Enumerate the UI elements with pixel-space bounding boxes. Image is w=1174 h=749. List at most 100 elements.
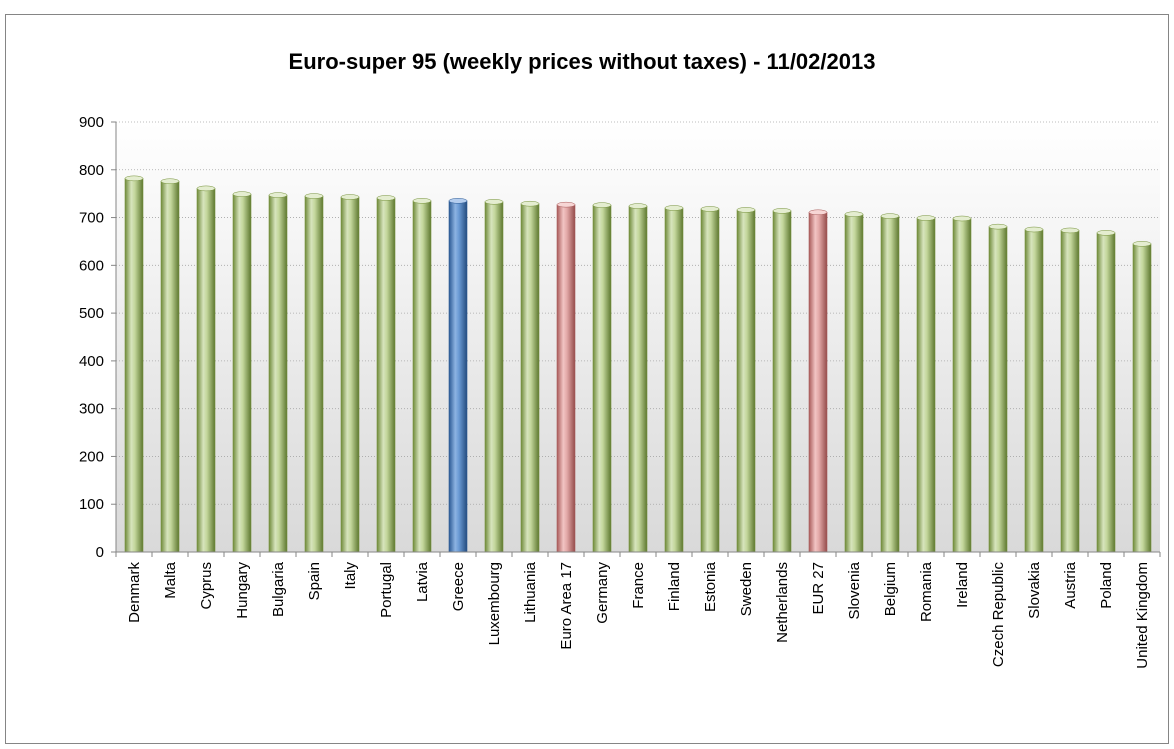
bar-france: [628, 203, 648, 553]
bar: [376, 197, 396, 553]
bar-cap: [1132, 241, 1152, 247]
y-tick-label: 300: [79, 401, 104, 418]
bar: [592, 204, 612, 553]
bar-sweden: [736, 207, 756, 553]
bar: [340, 196, 360, 553]
bar: [844, 213, 864, 553]
bar-cap: [484, 199, 504, 205]
bar-slovakia: [1024, 226, 1044, 553]
x-tick-label: Hungary: [234, 562, 251, 619]
y-tick-label: 200: [79, 448, 104, 465]
x-tick-label: Luxembourg: [486, 562, 503, 645]
x-tick-label: Denmark: [126, 562, 143, 623]
x-tick-label: Slovenia: [846, 561, 863, 619]
x-tick-label: EUR 27: [810, 562, 827, 615]
x-tick-label: Malta: [162, 561, 179, 598]
x-tick-label: Greece: [450, 562, 467, 611]
bar-cap: [196, 185, 216, 192]
bar-cap: [520, 200, 540, 207]
bar-euro-area-17: [556, 201, 576, 553]
bar-cyprus: [196, 185, 216, 553]
x-tick-label: Slovakia: [1026, 561, 1043, 618]
bar-cap: [1060, 227, 1080, 234]
bar: [484, 201, 504, 553]
y-tick-label: 900: [79, 114, 104, 131]
bar-spain: [304, 193, 324, 553]
y-tick-label: 700: [79, 210, 104, 227]
y-tick-label: 500: [79, 305, 104, 322]
y-tick-label: 400: [79, 353, 104, 370]
bars: [124, 175, 1152, 553]
bar-bulgaria: [268, 192, 288, 553]
bar: [664, 207, 684, 553]
y-tick-label: 100: [79, 496, 104, 513]
bar-lithuania: [520, 200, 540, 553]
x-tick-label: Estonia: [702, 561, 719, 612]
bar-luxembourg: [484, 199, 504, 553]
x-tick-label: Finland: [666, 562, 683, 611]
bar: [1096, 232, 1116, 553]
bar-cap: [124, 175, 144, 182]
bar-cap: [988, 223, 1008, 230]
x-tick-label: Belgium: [882, 562, 899, 616]
bar: [736, 209, 756, 553]
bar-cap: [232, 191, 252, 197]
chart-title: Euro-super 95 (weekly prices without tax…: [289, 49, 876, 74]
bar-cap: [916, 215, 936, 221]
y-tick-label: 600: [79, 257, 104, 274]
bar-cap: [340, 194, 360, 200]
x-tick-label: Netherlands: [774, 562, 791, 643]
bar-cap: [628, 203, 648, 209]
bar-cap: [268, 192, 288, 198]
bar-romania: [916, 215, 936, 553]
bar-netherlands: [772, 208, 792, 553]
x-tick-label: Spain: [306, 562, 323, 600]
x-tick-label: Romania: [918, 561, 935, 622]
bar: [808, 212, 828, 553]
bar-cap: [1024, 226, 1044, 233]
bar-belgium: [880, 213, 900, 553]
bar: [952, 218, 972, 553]
bar-czech-republic: [988, 223, 1008, 553]
bar-portugal: [376, 195, 396, 553]
x-tick-label: Sweden: [738, 562, 755, 616]
bar-germany: [592, 202, 612, 553]
x-tick-label: Euro Area 17: [558, 562, 575, 650]
x-tick-label: Italy: [342, 562, 359, 590]
x-tick-label: Poland: [1098, 562, 1115, 609]
bar: [1060, 230, 1080, 553]
bar: [232, 193, 252, 553]
bar-cap: [304, 193, 324, 199]
bar-united-kingdom: [1132, 241, 1152, 553]
bar: [700, 208, 720, 553]
y-tick-label: 800: [79, 162, 104, 179]
x-tick-label: Latvia: [414, 561, 431, 602]
bar: [268, 194, 288, 553]
bar-cap: [808, 209, 828, 216]
bar: [988, 226, 1008, 553]
bar-latvia: [412, 198, 432, 553]
bar: [304, 195, 324, 553]
bar-cap: [664, 205, 684, 211]
bar: [880, 215, 900, 553]
bar: [628, 205, 648, 553]
x-tick-label: France: [630, 562, 647, 609]
bar-cap: [376, 195, 396, 201]
x-tick-label: Germany: [594, 562, 611, 624]
x-tick-labels: Denmark Malta Cyprus Hungary Bulgaria Spain It…: [126, 561, 1151, 668]
bar-cap: [952, 215, 972, 222]
bar: [1024, 229, 1044, 553]
bar-cap: [592, 202, 612, 208]
bar-estonia: [700, 206, 720, 553]
bar-cap: [412, 198, 432, 204]
x-tick-label: Bulgaria: [270, 561, 287, 617]
bar: [772, 210, 792, 553]
bar-ireland: [952, 215, 972, 553]
bar-austria: [1060, 227, 1080, 553]
bar: [556, 204, 576, 553]
bar-cap: [880, 213, 900, 219]
x-tick-label: Czech Republic: [990, 562, 1007, 668]
y-tick-labels: 0 100 200 300 400 500 600 700 800 900: [79, 114, 104, 561]
bar-eur-27: [808, 209, 828, 553]
bar-cap: [736, 207, 756, 213]
